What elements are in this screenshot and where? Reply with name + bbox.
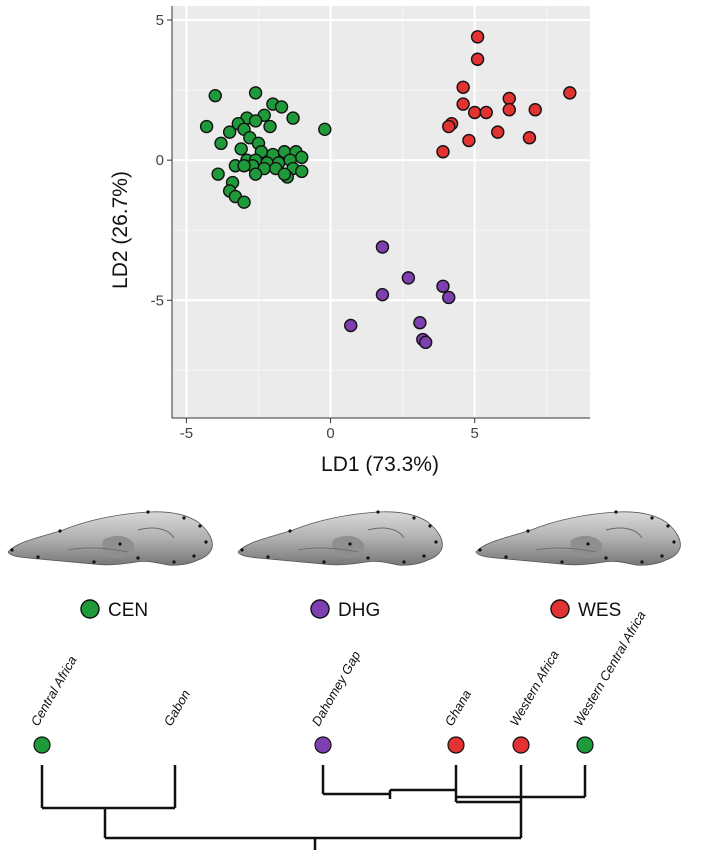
legend-swatch bbox=[310, 599, 330, 619]
data-point-cen bbox=[208, 88, 222, 103]
data-point-cen bbox=[248, 114, 263, 128]
axis-ticks: -5 0 5 -5 0 5 bbox=[151, 12, 479, 442]
leaf-marker bbox=[576, 736, 594, 754]
data-point-wes bbox=[456, 80, 470, 94]
data-point-cen bbox=[248, 86, 263, 100]
y-tick-label: 0 bbox=[156, 152, 164, 169]
data-point-cen bbox=[237, 195, 251, 209]
x-axis-title: LD1 (73.3%) bbox=[321, 453, 439, 476]
data-point-cen bbox=[199, 119, 214, 134]
data-points bbox=[199, 30, 577, 350]
data-point-wes bbox=[436, 145, 450, 159]
data-point-wes bbox=[528, 103, 542, 117]
tree-leaf: Gabon bbox=[161, 687, 194, 728]
tree-leaf: Central Africa bbox=[28, 653, 80, 754]
data-point-dhg bbox=[442, 290, 456, 305]
y-tick-label: -5 bbox=[151, 292, 164, 309]
data-point-wes bbox=[470, 52, 485, 66]
x-tick-label: 0 bbox=[326, 425, 334, 442]
skull-image-wes bbox=[475, 509, 681, 566]
legend-item-cen: CEN bbox=[80, 599, 148, 621]
legend-label: DHG bbox=[338, 600, 380, 621]
data-point-dhg bbox=[436, 279, 450, 293]
scatter-plot: -5 0 5 -5 0 5 LD1 (73.3%) LD2 (26.7%) bbox=[109, 6, 590, 476]
leaf-label: Western Central Africa bbox=[571, 608, 649, 728]
x-tick-label: 5 bbox=[471, 425, 479, 442]
data-point-cen bbox=[248, 167, 263, 181]
tree-leaf: Dahomey Gap bbox=[309, 648, 364, 754]
plot-background bbox=[172, 6, 590, 418]
data-point-cen bbox=[214, 136, 228, 151]
leaf-marker bbox=[512, 736, 530, 754]
data-point-cen bbox=[295, 150, 309, 165]
data-point-cen bbox=[237, 159, 251, 173]
data-point-wes bbox=[522, 131, 537, 145]
legend-swatch bbox=[80, 599, 100, 619]
data-point-dhg bbox=[375, 287, 390, 302]
x-tick-label: -5 bbox=[180, 425, 193, 442]
legend-item-dhg: DHG bbox=[310, 599, 380, 621]
tree-leaf: Ghana bbox=[442, 687, 475, 754]
legend: CEN DHG WES bbox=[80, 599, 621, 621]
skull-image-dhg bbox=[237, 509, 443, 566]
data-point-cen bbox=[274, 100, 289, 114]
data-point-wes bbox=[470, 30, 485, 44]
data-point-cen bbox=[295, 164, 309, 179]
data-point-cen bbox=[318, 122, 332, 137]
legend-item-wes: WES bbox=[550, 599, 621, 621]
leaf-marker bbox=[33, 736, 51, 754]
data-point-cen bbox=[211, 167, 225, 181]
leaf-label: Western Africa bbox=[507, 648, 562, 729]
leaf-label: Ghana bbox=[442, 687, 475, 728]
leaf-label: Dahomey Gap bbox=[309, 648, 364, 728]
data-point-dhg bbox=[401, 271, 416, 285]
tree-leaf: Western Central Africa bbox=[571, 608, 649, 754]
data-point-dhg bbox=[413, 316, 427, 330]
legend-label: WES bbox=[578, 600, 621, 621]
legend-swatch bbox=[550, 599, 570, 619]
y-tick-label: 5 bbox=[156, 12, 164, 29]
data-point-cen bbox=[286, 111, 300, 125]
legend-label: CEN bbox=[108, 600, 148, 621]
data-point-wes bbox=[442, 119, 456, 134]
leaf-label: Gabon bbox=[161, 687, 194, 728]
data-point-wes bbox=[467, 105, 482, 120]
data-point-cen bbox=[234, 142, 248, 156]
tree-leaf: Western Africa bbox=[507, 648, 562, 754]
leaf-marker bbox=[314, 736, 332, 754]
dendrogram: Central Africa Gabon Dahomey Gap Ghana Weste… bbox=[28, 608, 649, 850]
data-point-dhg bbox=[375, 240, 390, 254]
y-axis-title: LD2 (26.7%) bbox=[109, 171, 132, 289]
leaf-label: Central Africa bbox=[28, 653, 80, 728]
data-point-cen bbox=[222, 125, 237, 139]
data-point-wes bbox=[462, 133, 476, 148]
data-point-cen bbox=[277, 167, 292, 181]
data-point-wes bbox=[491, 125, 505, 139]
data-point-dhg bbox=[344, 318, 358, 333]
leaf-marker bbox=[447, 736, 465, 754]
data-point-dhg bbox=[418, 335, 433, 350]
data-point-wes bbox=[563, 86, 577, 100]
data-point-wes bbox=[479, 105, 493, 120]
data-point-cen bbox=[263, 119, 277, 134]
skull-image-cen bbox=[7, 509, 213, 566]
data-point-wes bbox=[502, 91, 516, 106]
data-point-wes bbox=[456, 97, 470, 111]
data-point-wes bbox=[502, 103, 516, 117]
